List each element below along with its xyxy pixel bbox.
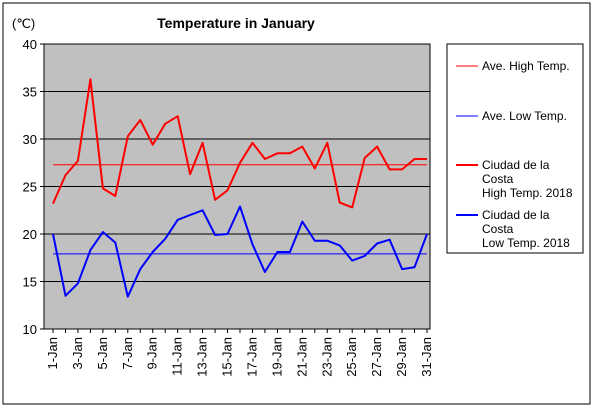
y-tick-label: 35: [23, 85, 37, 100]
legend-label-line: Costa: [482, 222, 514, 236]
series-lines: [52, 78, 428, 298]
legend-label-line: Ciudad de la: [482, 158, 550, 172]
x-tick-label: 1-Jan: [45, 337, 60, 370]
legend-label-4: Ciudad de la Costa Low Temp. 2018: [482, 208, 570, 250]
x-tick-label: 11-Jan: [170, 337, 185, 376]
x-tick-label: 21-Jan: [294, 337, 309, 377]
x-tick-label: 23-Jan: [319, 337, 334, 377]
y-tick-label: 10: [23, 322, 37, 337]
legend-label-line: High Temp. 2018: [482, 186, 573, 200]
x-tick-label: 9-Jan: [145, 337, 160, 370]
x-tick-label: 3-Jan: [70, 337, 85, 370]
x-tick-label: 17-Jan: [244, 337, 259, 377]
gridlines: [44, 91, 430, 282]
x-tick-label: 25-Jan: [344, 337, 359, 377]
legend-label-2: Ave. Low Temp.: [482, 109, 567, 123]
y-tick-label: 30: [23, 132, 37, 147]
x-tick-label: 29-Jan: [394, 337, 409, 377]
y-axis-unit-label: (℃): [12, 16, 35, 31]
y-tick-label: 40: [23, 37, 37, 52]
series-line-4: [52, 205, 428, 298]
legend-box: [446, 43, 584, 254]
x-tick-label: 7-Jan: [120, 337, 135, 370]
x-tick-label: 31-Jan: [419, 337, 434, 377]
x-tick-label: 27-Jan: [369, 337, 384, 377]
legend-label-line: Ciudad de la: [482, 208, 550, 222]
x-tick-label: 15-Jan: [220, 337, 235, 377]
legend-label-line: Costa: [482, 172, 514, 186]
x-tick-label: 13-Jan: [195, 337, 210, 377]
chart-title: Temperature in January: [157, 15, 315, 31]
y-axis-ticks: 10 15 20 25 30 35 40: [23, 37, 44, 337]
legend-label-line: Ave. Low Temp.: [482, 109, 567, 123]
x-tick-label: 19-Jan: [269, 337, 284, 377]
y-tick-label: 25: [23, 180, 37, 195]
series-line-3: [52, 78, 427, 209]
legend-label-3: Ciudad de la Costa High Temp. 2018: [482, 158, 573, 200]
legend-label-1: Ave. High Temp.: [482, 59, 570, 73]
y-tick-label: 15: [23, 275, 37, 290]
legend-label-line: Low Temp. 2018: [482, 236, 570, 250]
legend-label-line: Ave. High Temp.: [482, 59, 570, 73]
legend: Ave. High Temp. Ave. Low Temp. Ciudad de l…: [456, 59, 573, 250]
y-tick-label: 20: [23, 227, 37, 242]
x-axis-ticks: 1-Jan 3-Jan 5-Jan 7-Jan 9-Jan 11-Jan 13-Jan 15-…: [45, 329, 434, 377]
x-tick-label: 5-Jan: [95, 337, 110, 370]
